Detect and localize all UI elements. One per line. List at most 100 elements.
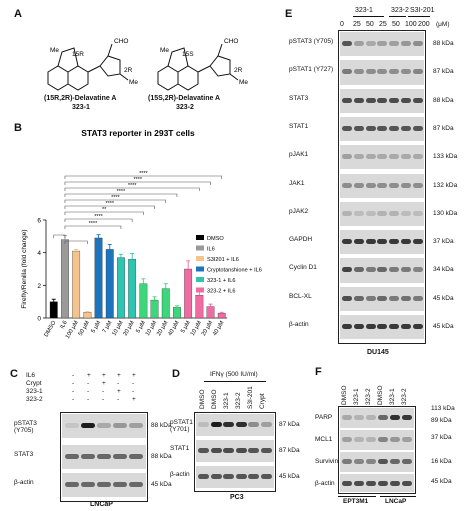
panel-c-band — [129, 423, 143, 428]
panel-f-size-1: 89 kDa — [431, 417, 452, 424]
panel-d-lane-1: DMSO — [211, 389, 218, 410]
legend-label-3: Cryptotanshione + IL6 — [207, 268, 262, 274]
y-tick-label-3: 6 — [37, 218, 41, 225]
panel-e-band — [389, 324, 400, 329]
panel-e-blot-label-8: Cyclin D1 — [289, 264, 317, 272]
panel-e-band — [342, 182, 352, 188]
legend-swatch-5 — [196, 287, 204, 293]
panel-c-sign: - — [72, 380, 75, 387]
struct1-name: (15R,2R)-Delavatine A — [44, 95, 117, 102]
panel-f-band — [390, 481, 400, 486]
panel-c-size-2: 45 kDa — [151, 481, 172, 488]
panel-f-band — [354, 437, 364, 442]
bar-4 — [94, 237, 103, 319]
panel-d-band — [260, 448, 272, 453]
panel-c-sign: - — [132, 388, 135, 395]
panel-f-blot-label-2: Survivin — [315, 458, 339, 465]
panel-e-blot-0 — [340, 32, 424, 57]
panel-e-band — [377, 41, 388, 46]
panel-e-band — [412, 324, 423, 329]
sig-label-4: **** — [111, 195, 120, 201]
legend-label-2: S3I201 + IL6 — [207, 257, 239, 263]
panel-e-blot-6 — [340, 201, 424, 227]
panel-f-lane-5: 323-2 — [401, 388, 408, 405]
panel-e-band — [342, 41, 352, 46]
panel-f-blot-0 — [340, 408, 414, 428]
panel-c-band — [113, 454, 127, 459]
panel-f-band — [402, 437, 412, 442]
panel-f-size-3: 16 kDa — [431, 458, 452, 465]
panel-c-sign: + — [132, 396, 136, 403]
panel-e-unit: (μM) — [436, 21, 450, 28]
panel-e-band — [377, 267, 388, 273]
panel-e-band — [389, 295, 400, 301]
struct2-cho: CHO — [224, 38, 238, 45]
panel-f-lane-0: DMSO — [341, 385, 348, 406]
stat3-reporter-chart: STAT3 reporter in 293T cells 0 2 4 6 Firefly/… — [21, 128, 262, 340]
panel-f-lane-1: 323-1 — [353, 388, 360, 405]
panel-e-band — [365, 324, 376, 329]
panel-f-lane-4: 323-1 — [389, 388, 396, 405]
panel-e-band — [365, 210, 376, 216]
panel-c-band — [81, 482, 95, 487]
sig-bracket-s3i — [64, 240, 88, 244]
panel-c-row-label-1: Crypt — [26, 380, 42, 387]
bar-6 — [117, 257, 125, 319]
sig-bracket-1 — [64, 181, 211, 185]
panel-f-band — [366, 481, 376, 486]
panel-d-band — [260, 474, 272, 479]
sig-label-8: **** — [89, 221, 98, 227]
panel-e-blot-label-4: pJAK1 — [289, 151, 309, 159]
panel-c-band — [81, 423, 95, 428]
panel-d-band — [235, 448, 247, 453]
panel-e-band — [353, 97, 364, 103]
panel-e-band — [389, 125, 400, 131]
panel-e-band — [365, 182, 376, 188]
panel-d-blot-label-0: pSTAT1 (Y701) — [170, 419, 193, 434]
panel-e-cell-line: DU145 — [367, 349, 389, 356]
bar-2 — [72, 250, 81, 319]
panel-e-size-0: 88 kDa — [433, 40, 454, 47]
panel-c-band — [65, 482, 79, 487]
panel-f-band — [390, 415, 400, 420]
legend-label-0: DMSO — [207, 236, 224, 242]
y-axis-label: Firefly/Renilla (fold change) — [21, 229, 28, 308]
panel-f-band — [366, 415, 376, 420]
panel-e-band — [342, 295, 352, 301]
panel-e-band — [365, 295, 376, 301]
panel-c-size-0: 88 kDa — [151, 422, 172, 429]
legend-swatch-0 — [196, 235, 204, 240]
panel-e-band — [377, 182, 388, 188]
panel-d-band — [235, 422, 247, 427]
x-tick-label-3: 50 μM — [78, 320, 91, 337]
bar-13 — [195, 294, 204, 319]
panel-e-band — [365, 239, 376, 245]
bar-5 — [105, 249, 114, 319]
panel-c-sign: + — [102, 372, 106, 379]
bar-11 — [173, 307, 181, 319]
panel-f-band — [378, 437, 388, 442]
panel-e-band — [401, 125, 411, 131]
panel-d-size-1: 87 kDa — [279, 447, 300, 454]
panel-e-band — [342, 69, 352, 75]
panel-e-band — [365, 41, 376, 46]
panel-d-blot-1 — [196, 440, 274, 462]
panel-e-size-10: 45 kDa — [433, 323, 454, 330]
sig-bracket-3 — [64, 193, 178, 197]
panel-c-sign: + — [132, 372, 136, 379]
panel-e-dose-6: 200 — [418, 21, 430, 28]
sig-bracket-6 — [64, 211, 144, 215]
panel-d-size-0: 87 kDa — [279, 421, 300, 428]
panel-f-band — [354, 481, 364, 486]
panel-e-dose-5: 100 — [405, 21, 417, 28]
panel-f-size-4: 45 kDa — [431, 478, 452, 485]
panel-e-band — [389, 97, 400, 103]
panel-f-band — [402, 481, 412, 486]
panel-e-size-3: 87 kDa — [433, 124, 454, 132]
x-tick-label-5: 7 μM — [102, 320, 114, 334]
panel-d-label: D — [172, 368, 180, 380]
panel-e-band — [342, 210, 352, 216]
panel-c-sign: - — [87, 388, 90, 395]
panel-e-band — [401, 182, 411, 188]
panel-e-band — [412, 41, 423, 46]
